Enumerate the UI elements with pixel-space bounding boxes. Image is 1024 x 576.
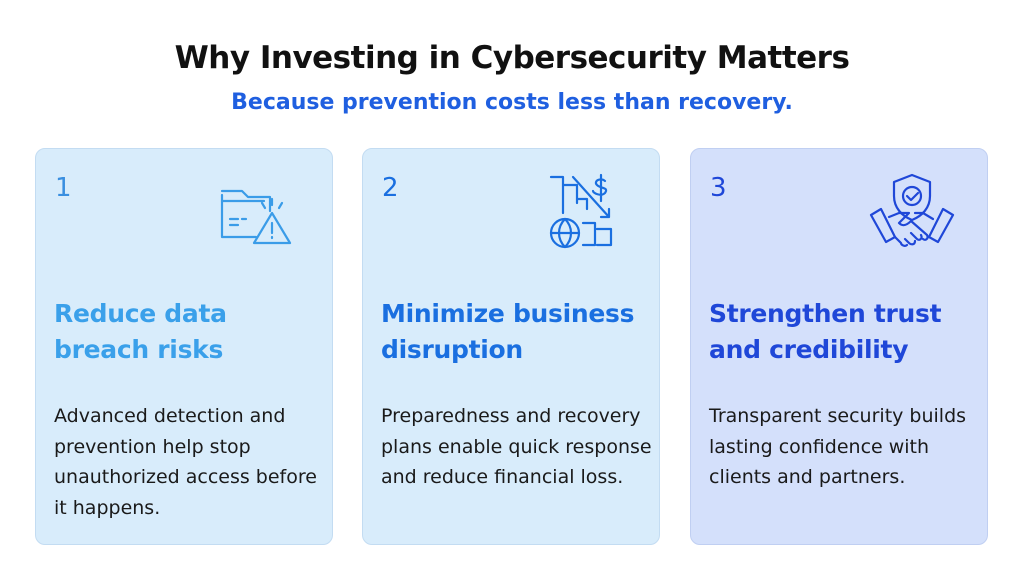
icon (869, 173, 955, 247)
card-number: 2 (382, 173, 399, 203)
card-number: 1 (55, 173, 72, 203)
card: 3 Strengthen trust and credibility Trans… (690, 148, 988, 545)
card: 2 Minimize business disruption Preparedn… (362, 148, 660, 545)
card-body: Advanced detection and prevention help s… (54, 405, 317, 519)
card-body: Preparedness and recovery plans enable q… (381, 405, 652, 488)
icon (549, 173, 613, 249)
subtitle: Because prevention costs less than recov… (231, 90, 793, 115)
card-number: 3 (710, 173, 727, 203)
card-heading: Minimize business disruption (381, 299, 635, 364)
card: 1 Reduce data breach risks Advanced dete… (35, 148, 333, 545)
card-heading: Strengthen trust and credibility (709, 299, 942, 364)
card-heading: Reduce data breach risks (54, 299, 227, 364)
card-body: Transparent security builds lasting conf… (709, 405, 967, 488)
title: Why Investing in Cybersecurity Matters (174, 40, 850, 76)
icon (220, 189, 292, 245)
